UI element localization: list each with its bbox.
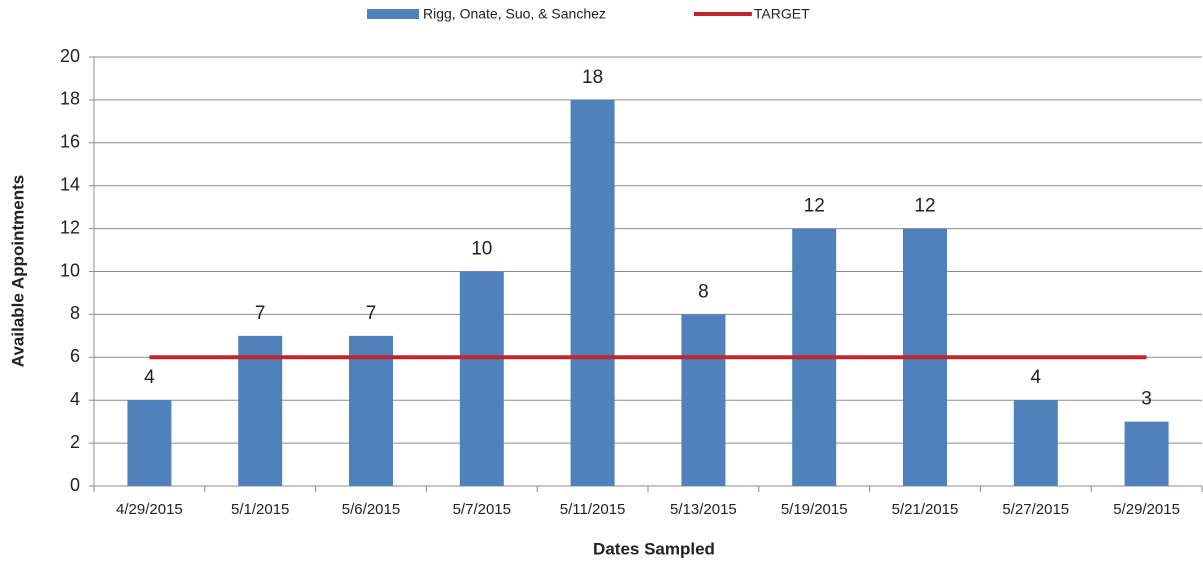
data-label: 12 (804, 196, 825, 217)
bar (1124, 421, 1169, 486)
data-label: 3 (1141, 389, 1152, 410)
data-label: 4 (144, 367, 155, 388)
y-tick-label: 12 (60, 217, 80, 237)
bar (459, 271, 504, 486)
bar (1013, 400, 1058, 486)
x-axis-title: Dates Sampled (593, 539, 715, 558)
x-tick-label: 5/13/2015 (670, 501, 737, 518)
y-tick-label: 8 (70, 303, 80, 323)
data-label: 7 (366, 303, 377, 324)
bar (238, 335, 283, 486)
y-tick-label: 4 (70, 389, 80, 409)
legend-label: Rigg, Onate, Suo, & Sanchez (423, 6, 606, 22)
x-tick-label: 5/19/2015 (781, 501, 848, 518)
x-tick-label: 5/11/2015 (560, 501, 626, 518)
x-tick-label: 5/29/2015 (1113, 501, 1180, 518)
x-tick-label: 5/6/2015 (342, 501, 400, 518)
y-tick-label: 10 (60, 260, 80, 280)
y-tick-label: 6 (70, 346, 80, 366)
y-tick-label: 2 (70, 432, 80, 452)
x-tick-label: 5/27/2015 (1002, 501, 1069, 518)
y-tick-label: 20 (60, 46, 80, 66)
data-label: 10 (471, 239, 492, 260)
y-tick-label: 18 (60, 89, 80, 109)
bar (349, 335, 393, 486)
x-tick-label: 4/29/2015 (116, 501, 183, 518)
x-tick-label: 5/21/2015 (892, 501, 959, 518)
legend-swatch (367, 9, 419, 19)
bar (570, 99, 615, 487)
bar (681, 314, 726, 486)
legend-label: TARGET (754, 6, 810, 22)
data-label: 12 (914, 196, 935, 217)
y-axis-title: Available Appointments (8, 175, 27, 367)
data-label: 7 (255, 303, 266, 324)
data-label: 18 (582, 67, 603, 88)
data-label: 4 (1031, 367, 1042, 388)
x-tick-label: 5/7/2015 (453, 501, 511, 518)
bar (127, 400, 172, 486)
data-label: 8 (698, 281, 709, 302)
y-tick-label: 14 (60, 174, 80, 194)
y-tick-label: 0 (70, 475, 80, 495)
y-tick-label: 16 (60, 132, 80, 152)
x-tick-label: 5/1/2015 (231, 501, 289, 518)
